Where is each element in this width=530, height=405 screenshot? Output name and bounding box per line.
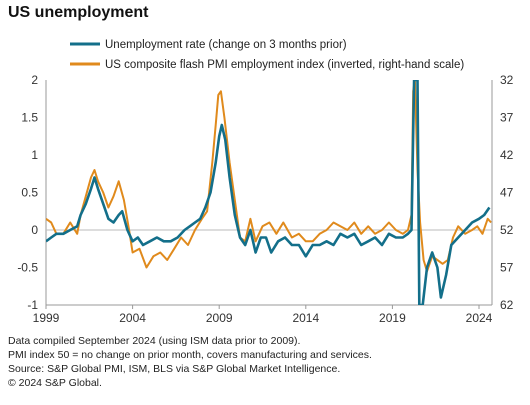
right-tick-label: 32 — [500, 73, 514, 87]
legend: Unemployment rate (change on 3 months pr… — [70, 39, 464, 71]
right-tick-label: 47 — [500, 186, 514, 200]
left-tick-label: 1.5 — [21, 111, 38, 125]
left-tick-label: 2 — [31, 73, 38, 87]
legend-label-unemployment: Unemployment rate (change on 3 months pr… — [105, 39, 347, 51]
right-tick-label: 42 — [500, 148, 514, 162]
chart-title: US unemployment — [8, 4, 149, 21]
right-tick-label: 37 — [500, 111, 514, 125]
chart-area: Unemployment rate (change on 3 months pr… — [17, 39, 514, 325]
x-tick-label: 1999 — [33, 311, 60, 325]
footnotes: Data compiled September 2024 (using ISM … — [8, 334, 372, 390]
legend-label-pmi: US composite flash PMI employment index … — [105, 59, 464, 71]
series-line-unemployment — [46, 80, 491, 305]
right-tick-label: 62 — [500, 298, 514, 312]
left-tick-label: -0.5 — [17, 261, 38, 275]
right-axis: 32 37 42 47 52 57 62 — [500, 73, 514, 312]
x-axis: 1999 2004 2009 2014 2019 2024 — [33, 305, 493, 325]
right-tick-label: 52 — [500, 223, 514, 237]
x-tick-label: 2014 — [292, 311, 319, 325]
left-tick-label: 1 — [31, 148, 38, 162]
x-tick-label: 2009 — [206, 311, 233, 325]
x-tick-label: 2004 — [119, 311, 146, 325]
x-tick-label: 2019 — [379, 311, 406, 325]
footnote-pmi-definition: PMI index 50 = no change on prior month,… — [8, 349, 372, 361]
right-tick-label: 57 — [500, 261, 514, 275]
footnote-source: Source: S&P Global PMI, ISM, BLS via S&P… — [8, 363, 341, 375]
series-line-pmi — [46, 80, 492, 273]
x-tick-label: 2024 — [466, 311, 493, 325]
left-axis: 2 1.5 1 0.5 0 -0.5 -1 — [17, 73, 38, 312]
footnote-copyright: © 2024 S&P Global. — [8, 377, 102, 389]
left-tick-label: 0 — [31, 223, 38, 237]
footnote-data-compiled: Data compiled September 2024 (using ISM … — [8, 335, 301, 347]
left-tick-label: 0.5 — [21, 186, 38, 200]
left-tick-label: -1 — [27, 298, 38, 312]
